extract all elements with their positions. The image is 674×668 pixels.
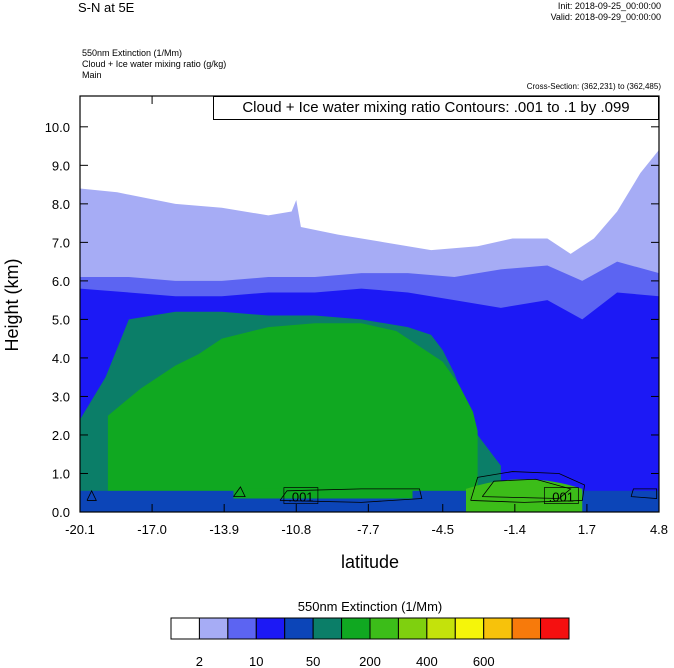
- colorbar-swatch-0: [170, 617, 200, 640]
- colorbar-swatch-1: [198, 617, 229, 640]
- x-tick-label-5: -4.5: [432, 522, 454, 537]
- colorbar-swatch-7: [369, 617, 399, 640]
- colorbar-swatch-5: [312, 617, 343, 640]
- colorbar-swatch-8: [397, 617, 428, 640]
- y-tick-label-4: 4.0: [52, 351, 70, 366]
- x-tick-label-2: -13.9: [209, 522, 239, 537]
- colorbar-swatch-10: [454, 617, 485, 640]
- colorbar-swatch-6: [341, 617, 371, 640]
- colorbar-label-0: 2: [196, 654, 203, 668]
- y-tick-label-10: 10.0: [45, 120, 70, 135]
- contour-label-box-1: [543, 487, 579, 504]
- colorbar-swatch-9: [426, 617, 456, 640]
- colorbar-label-1: 10: [249, 654, 263, 668]
- variable-line-mixing-ratio: Cloud + Ice water mixing ratio (g/kg): [82, 59, 227, 69]
- y-tick-label-2: 2.0: [52, 428, 70, 443]
- y-tick-label-7: 7.0: [52, 235, 70, 250]
- variable-line-main: Main: [82, 70, 102, 80]
- y-tick-label-0: 0.0: [52, 505, 70, 520]
- extinction-fill-400: [107, 323, 478, 512]
- y-tick-label-6: 6.0: [52, 274, 70, 289]
- contour-label-box-0: [283, 487, 319, 504]
- contour-line-4: [86, 489, 97, 501]
- y-tick-label-8: 8.0: [52, 197, 70, 212]
- colorbar-label-5: 600: [473, 654, 495, 668]
- x-tick-label-8: 4.8: [650, 522, 668, 537]
- y-tick-label-1: 1.0: [52, 466, 70, 481]
- contour-line-1: [470, 471, 586, 503]
- chart-axes: 0.0 1.0 2.0 3.0 4.0 5.0 6.0 7.0 8.0 9.0 10.0 -20.1 -…: [45, 95, 668, 537]
- colorbar-swatch-13: [540, 617, 570, 640]
- contour-label-1: .001: [549, 490, 574, 505]
- y-tick-label-3: 3.0: [52, 389, 70, 404]
- colorbar-swatch-4: [284, 617, 314, 640]
- variable-line-extinction: 550nm Extinction (1/Mm): [82, 48, 183, 58]
- heatmap-plot-area: .001 .001: [80, 96, 659, 512]
- colorbar-swatch-2: [227, 617, 257, 640]
- valid-time: Valid: 2018-09-29_00:00:00: [550, 12, 661, 22]
- contour-line-3: [630, 488, 658, 499]
- colorbar: 2 10 50 200 400 600: [170, 617, 570, 668]
- colorbar-title: 550nm Extinction (1/Mm): [298, 599, 443, 614]
- contour-line-5: [233, 486, 246, 497]
- x-tick-label-3: -10.8: [281, 522, 311, 537]
- colorbar-label-3: 200: [359, 654, 381, 668]
- x-axis-label: latitude: [341, 552, 399, 572]
- x-tick-label-6: -1.4: [504, 522, 526, 537]
- x-tick-label-0: -20.1: [65, 522, 95, 537]
- colorbar-label-2: 50: [306, 654, 320, 668]
- y-axis-label: Height (km): [2, 258, 22, 351]
- x-tick-label-4: -7.7: [357, 522, 379, 537]
- y-tick-label-9: 9.0: [52, 158, 70, 173]
- x-tick-label-1: -17.0: [137, 522, 167, 537]
- y-tick-label-5: 5.0: [52, 312, 70, 327]
- colorbar-swatch-12: [511, 617, 542, 640]
- init-time: Init: 2018-09-25_00:00:00: [557, 1, 661, 11]
- contour-line-0: [279, 488, 423, 503]
- x-tick-label-7: 1.7: [578, 522, 596, 537]
- colorbar-label-4: 400: [416, 654, 438, 668]
- contour-line-2: [481, 478, 572, 499]
- colorbar-swatch-11: [483, 617, 513, 640]
- plot-title: S-N at 5E: [78, 0, 135, 15]
- cross-section-info: Cross-Section: (362,231) to (362,485): [526, 82, 661, 91]
- contour-info-box: Cloud + Ice water mixing ratio Contours:…: [213, 96, 659, 120]
- contour-label-0: .001: [288, 490, 313, 505]
- surface-cloud-band: [233, 488, 413, 499]
- colorbar-swatch-3: [255, 617, 286, 640]
